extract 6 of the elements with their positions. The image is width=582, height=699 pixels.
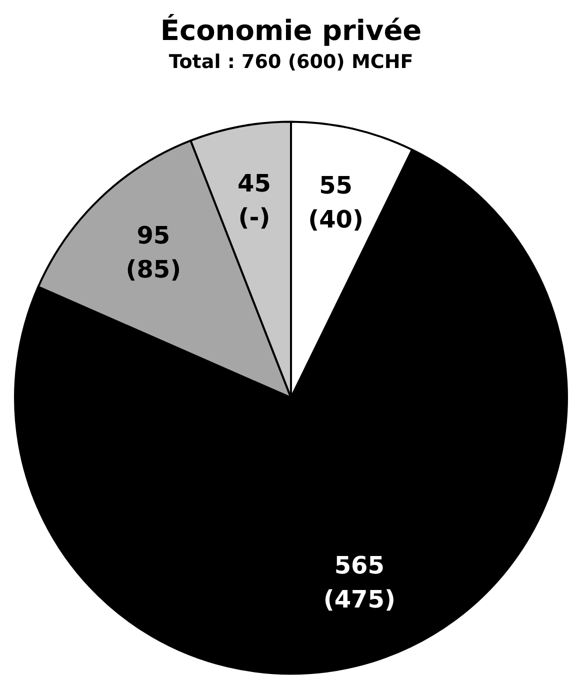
data-label: 55 (40) — [308, 171, 364, 234]
data-label: 45 (-) — [238, 170, 271, 232]
chart-title: Économie privée — [160, 14, 422, 48]
data-label: 565 (475) — [323, 552, 396, 614]
chart-subtitle: Total : 760 (600) MCHF — [168, 50, 414, 73]
data-label: 95 (85) — [126, 222, 182, 284]
